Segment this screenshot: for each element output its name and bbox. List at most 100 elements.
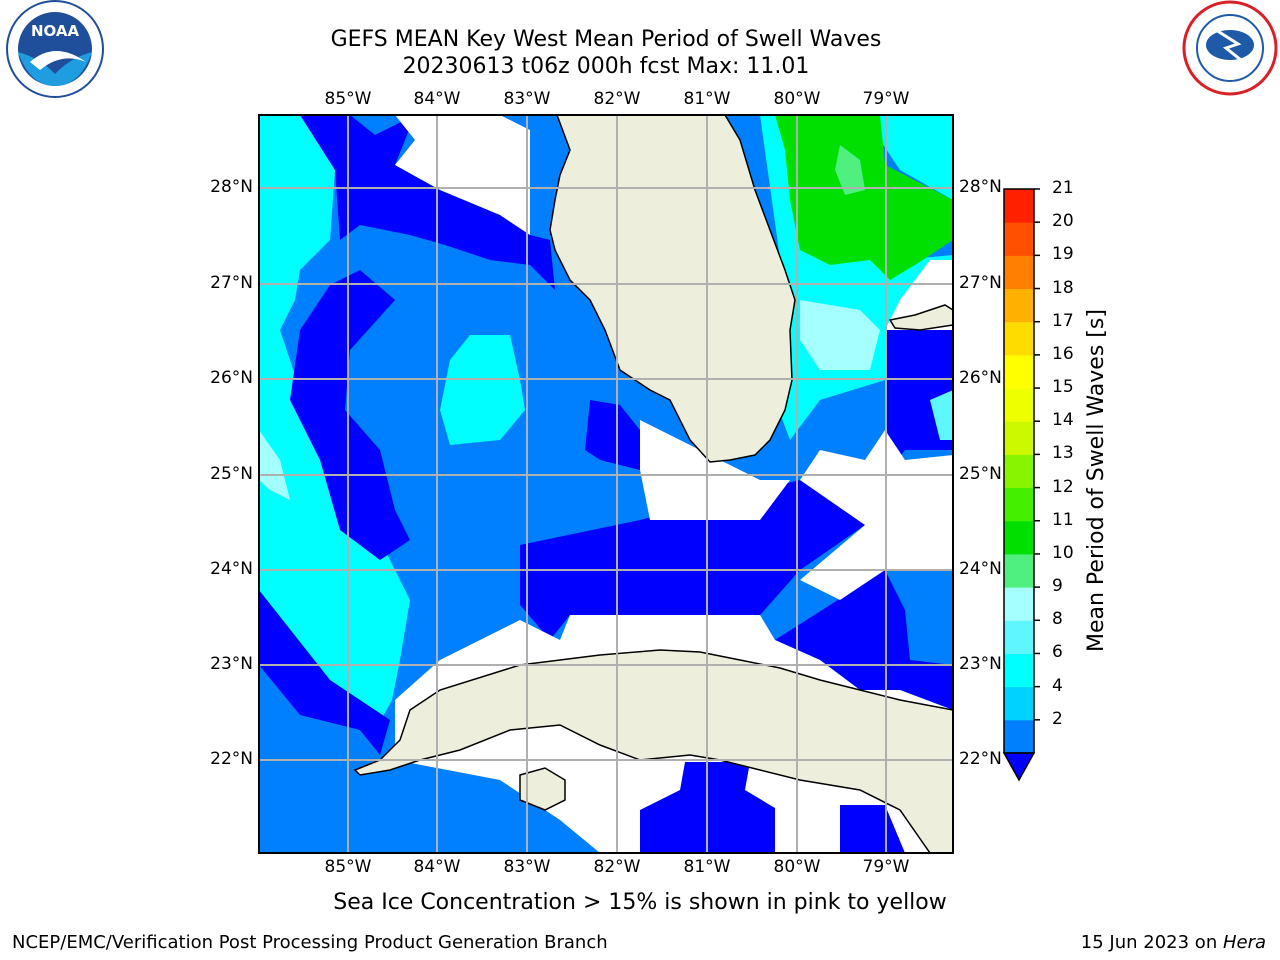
colorbar-tick-label: 13 xyxy=(1052,443,1074,464)
swell-blob-central xyxy=(440,335,525,445)
lon-label-bottom: 84°W xyxy=(413,857,461,877)
colorbar-segment xyxy=(1004,288,1034,323)
lat-label-left: 23°N xyxy=(210,654,253,674)
swell-band-atlantic-lightgreen xyxy=(835,145,865,195)
swell-band-dark-mid xyxy=(520,480,865,640)
lon-label-top: 85°W xyxy=(324,89,372,109)
lat-label-right: 22°N xyxy=(959,749,1002,769)
lon-label-top: 84°W xyxy=(413,89,461,109)
swell-band-dark-keys xyxy=(585,400,640,470)
colorbar-segment xyxy=(1004,620,1034,654)
colorbar-segment xyxy=(1004,222,1034,256)
sea-ice-caption: Sea Ice Concentration > 15% is shown in … xyxy=(333,890,947,915)
colorbar-label: Mean Period of Swell Waves [s] xyxy=(1084,309,1109,652)
lat-label-left: 25°N xyxy=(210,464,253,484)
footer-date: 15 Jun 2023 on Hera xyxy=(1081,932,1266,953)
lat-label-left: 22°N xyxy=(210,749,253,769)
colorbar-tick-label: 14 xyxy=(1052,410,1074,431)
swell-band-atlantic-green xyxy=(775,115,953,280)
lat-label-right: 24°N xyxy=(959,559,1002,579)
colorbar-segment xyxy=(1004,421,1034,455)
lon-label-bottom: 80°W xyxy=(773,857,821,877)
lon-label-bottom: 82°W xyxy=(593,857,641,877)
swell-band-dark-west xyxy=(290,270,410,560)
florida-land xyxy=(549,115,796,463)
colorbar-segment xyxy=(1004,553,1034,588)
footer-date-text: 15 Jun 2023 on xyxy=(1080,932,1223,953)
colorbar-tick-label: 10 xyxy=(1052,542,1074,563)
lat-label-right: 26°N xyxy=(959,368,1002,388)
colorbar-tick-label: 9 xyxy=(1052,576,1063,597)
colorbar-tick-label: 11 xyxy=(1052,509,1074,530)
colorbar-segment xyxy=(1004,388,1034,422)
lon-label-bottom: 83°W xyxy=(503,857,551,877)
lat-label-left: 27°N xyxy=(210,273,253,293)
lon-label-top: 83°W xyxy=(503,89,551,109)
colorbar-segment xyxy=(1004,719,1034,754)
map-field xyxy=(259,115,953,853)
swell-band-dark-southeast xyxy=(775,570,953,710)
map-frame xyxy=(258,114,954,854)
colorbar-tick-label: 18 xyxy=(1052,277,1074,298)
lon-label-bottom: 85°W xyxy=(324,857,372,877)
bahamas-land xyxy=(888,304,953,331)
swell-band-dark-north xyxy=(300,115,555,290)
colorbar-tick-label: 20 xyxy=(1052,211,1074,232)
colorbar-tick-label: 2 xyxy=(1052,708,1063,729)
map-subtitle: 20230613 t06z 000h fcst Max: 11.01 xyxy=(402,54,810,79)
swell-band-east-light xyxy=(930,390,953,440)
footer-branch: NCEP/EMC/Verification Post Processing Pr… xyxy=(12,932,608,953)
lon-label-bottom: 79°W xyxy=(862,857,910,877)
lat-label-left: 28°N xyxy=(210,177,253,197)
map-title: GEFS MEAN Key West Mean Period of Swell … xyxy=(330,27,882,52)
colorbar-segment xyxy=(1004,686,1034,721)
lon-label-top: 80°W xyxy=(773,89,821,109)
colorbar-segment xyxy=(1004,520,1034,555)
colorbar-tick-label: 8 xyxy=(1052,609,1063,630)
colorbar xyxy=(1002,188,1040,782)
colorbar-tick-label: 15 xyxy=(1052,377,1074,398)
colorbar-under-triangle xyxy=(1002,752,1036,782)
colorbar-segment xyxy=(1004,587,1034,621)
lon-label-bottom: 81°W xyxy=(683,857,731,877)
cuba-land xyxy=(353,649,953,853)
colorbar-segment xyxy=(1004,454,1034,489)
lat-label-right: 28°N xyxy=(959,177,1002,197)
swell-band-dark-east xyxy=(885,330,953,470)
colorbar-segment xyxy=(1004,255,1034,290)
colorbar-tick-label: 4 xyxy=(1052,675,1063,696)
lon-label-top: 81°W xyxy=(683,89,731,109)
colorbar-tick-label: 6 xyxy=(1052,642,1063,663)
lat-label-left: 24°N xyxy=(210,559,253,579)
swell-band-west-light xyxy=(259,430,290,500)
noaa-logo-text: NOAA xyxy=(30,22,80,40)
noaa-logo xyxy=(6,0,104,98)
nws-logo xyxy=(1182,0,1278,96)
swell-band-west-cyan xyxy=(259,115,410,740)
colorbar-segment xyxy=(1004,487,1034,522)
lon-label-top: 82°W xyxy=(593,89,641,109)
colorbar-tick-label: 21 xyxy=(1052,178,1074,198)
isla-juventud-land xyxy=(519,767,566,811)
lat-label-right: 25°N xyxy=(959,464,1002,484)
colorbar-segment xyxy=(1004,653,1034,688)
lat-label-left: 26°N xyxy=(210,368,253,388)
masked-florida-strait-east xyxy=(800,430,953,600)
swell-band-atlantic-lightcyan xyxy=(800,300,880,370)
lon-label-top: 79°W xyxy=(862,89,910,109)
colorbar-tick-label: 19 xyxy=(1052,244,1074,265)
colorbar-tick-label: 12 xyxy=(1052,476,1074,497)
masked-gulf-north xyxy=(395,115,530,235)
graticule xyxy=(259,115,953,853)
colorbar-tick-label: 17 xyxy=(1052,310,1074,331)
colorbar-segment xyxy=(1004,189,1034,223)
colorbar-frame xyxy=(1003,188,1035,754)
swell-band-dark-cuba-east xyxy=(840,805,905,853)
lat-label-right: 23°N xyxy=(959,654,1002,674)
footer-host: Hera xyxy=(1222,932,1266,953)
colorbar-segment xyxy=(1004,354,1034,389)
swell-band-dark-southwest xyxy=(259,590,390,755)
lat-label-right: 27°N xyxy=(959,273,1002,293)
